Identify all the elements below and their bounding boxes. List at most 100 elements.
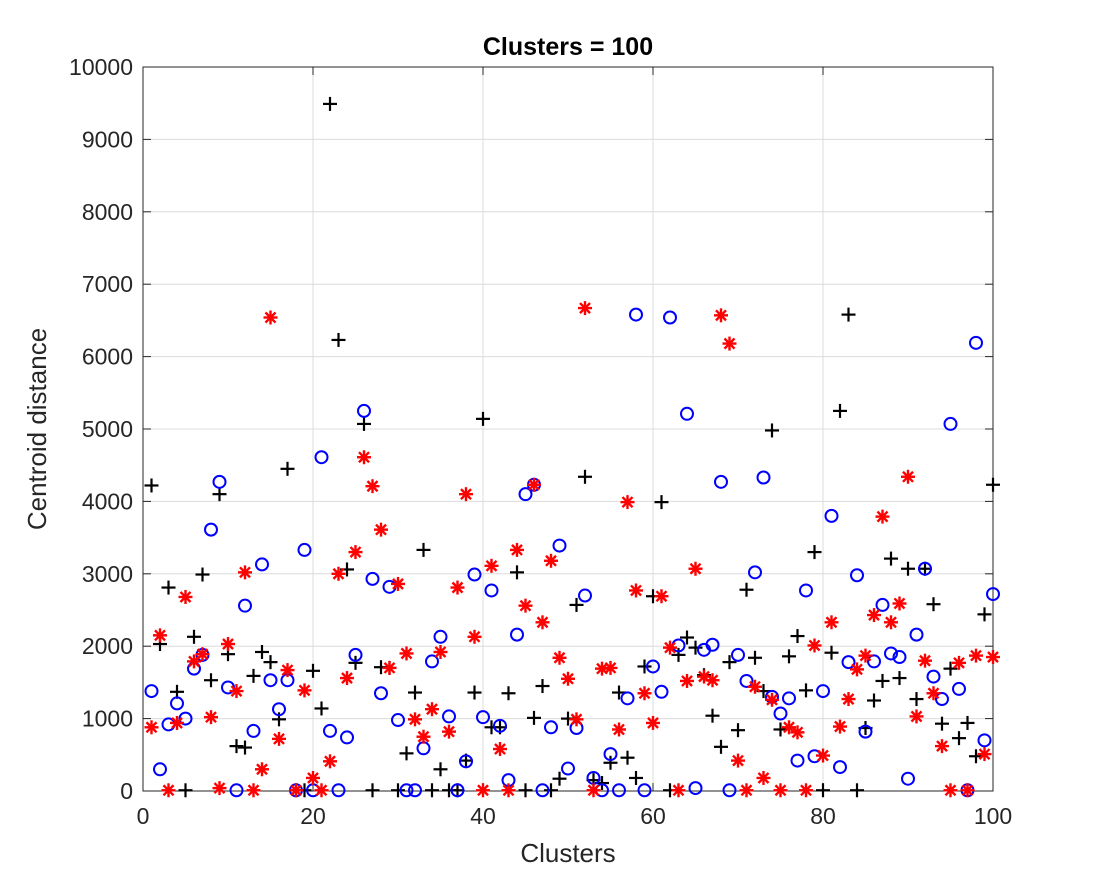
data-point-asterisk bbox=[238, 565, 252, 580]
data-point-plus bbox=[875, 673, 890, 688]
data-point-asterisk bbox=[790, 725, 805, 740]
data-point-asterisk bbox=[663, 640, 677, 655]
data-point-plus bbox=[238, 740, 252, 755]
data-point-asterisk bbox=[671, 783, 686, 798]
data-point-circle bbox=[875, 597, 890, 612]
data-point-asterisk bbox=[306, 770, 320, 785]
data-point-asterisk bbox=[824, 615, 839, 630]
y-tick-label: 1000 bbox=[82, 706, 133, 732]
data-point-circle bbox=[705, 637, 720, 652]
data-point-asterisk bbox=[365, 479, 380, 494]
data-point-plus bbox=[748, 650, 762, 665]
data-point-asterisk bbox=[586, 783, 601, 798]
data-point-asterisk bbox=[518, 598, 533, 613]
data-point-asterisk bbox=[799, 783, 813, 798]
data-point-circle bbox=[663, 310, 677, 325]
data-point-plus bbox=[782, 649, 796, 664]
data-point-plus bbox=[501, 686, 516, 701]
data-point-asterisk bbox=[535, 615, 550, 630]
data-point-plus bbox=[731, 723, 745, 738]
data-point-plus bbox=[450, 783, 465, 798]
data-point-asterisk bbox=[595, 661, 609, 676]
data-point-circle bbox=[892, 650, 907, 665]
data-point-asterisk bbox=[510, 542, 524, 557]
data-point-plus bbox=[867, 693, 881, 708]
data-point-circle bbox=[680, 406, 694, 421]
data-point-circle bbox=[654, 684, 669, 699]
data-point-asterisk bbox=[433, 644, 448, 659]
data-point-asterisk bbox=[646, 715, 660, 730]
x-axis-label: Clusters bbox=[520, 838, 615, 868]
data-point-asterisk bbox=[246, 783, 261, 798]
data-point-asterisk bbox=[357, 450, 371, 465]
data-point-plus bbox=[629, 770, 643, 785]
data-point-circle bbox=[935, 692, 949, 707]
data-point-asterisk bbox=[467, 629, 482, 644]
data-point-circle bbox=[833, 760, 847, 775]
data-point-asterisk bbox=[884, 615, 898, 630]
data-point-circle bbox=[365, 571, 380, 586]
data-point-plus bbox=[824, 645, 839, 660]
y-tick-label: 3000 bbox=[82, 561, 133, 587]
data-point-plus bbox=[807, 545, 822, 560]
data-point-asterisk bbox=[748, 679, 762, 694]
data-point-circle bbox=[603, 747, 618, 762]
data-point-plus bbox=[680, 630, 694, 645]
y-tick-label: 7000 bbox=[82, 271, 133, 297]
y-tick-label: 2000 bbox=[82, 633, 133, 659]
data-point-circle bbox=[323, 723, 337, 738]
data-point-circle bbox=[510, 627, 524, 642]
data-point-circle bbox=[688, 781, 703, 796]
data-point-asterisk bbox=[858, 648, 873, 663]
data-point-circle bbox=[348, 647, 363, 662]
data-point-asterisk bbox=[484, 558, 499, 573]
data-point-circle bbox=[518, 487, 533, 502]
data-point-asterisk bbox=[841, 692, 856, 707]
data-point-plus bbox=[348, 655, 363, 670]
data-point-circle bbox=[646, 659, 660, 674]
y-tick-label: 9000 bbox=[82, 126, 133, 152]
data-point-asterisk bbox=[178, 589, 193, 604]
data-point-asterisk bbox=[637, 686, 652, 701]
data-point-asterisk bbox=[544, 553, 558, 568]
data-point-circle bbox=[748, 565, 762, 580]
data-point-circle bbox=[969, 335, 983, 350]
data-point-asterisk bbox=[943, 783, 958, 798]
data-point-asterisk bbox=[654, 589, 669, 604]
data-point-circle bbox=[459, 754, 473, 769]
data-point-asterisk bbox=[850, 662, 864, 677]
data-point-plus bbox=[365, 783, 380, 798]
data-point-plus bbox=[331, 332, 346, 347]
data-point-plus bbox=[688, 640, 703, 655]
data-point-plus bbox=[671, 647, 686, 662]
data-point-circle bbox=[722, 783, 737, 798]
data-point-plus bbox=[527, 710, 541, 725]
data-points bbox=[144, 96, 1000, 798]
data-point-plus bbox=[187, 629, 201, 644]
data-point-asterisk bbox=[391, 576, 405, 591]
data-point-circle bbox=[178, 711, 193, 726]
data-point-asterisk bbox=[773, 783, 788, 798]
data-point-asterisk bbox=[986, 650, 1000, 665]
data-point-circle bbox=[433, 629, 448, 644]
data-point-plus bbox=[535, 679, 550, 694]
data-point-circle bbox=[408, 783, 422, 798]
data-point-plus bbox=[255, 644, 269, 659]
data-point-plus bbox=[204, 673, 218, 688]
data-point-circle bbox=[552, 538, 567, 553]
data-point-circle bbox=[909, 627, 924, 642]
data-point-asterisk bbox=[935, 739, 949, 754]
data-point-circle bbox=[561, 761, 575, 776]
data-point-circle bbox=[476, 710, 490, 725]
data-point-circle bbox=[824, 508, 839, 523]
data-point-circle bbox=[340, 730, 354, 745]
data-point-circle bbox=[977, 733, 992, 748]
data-point-plus bbox=[901, 561, 915, 576]
data-point-asterisk bbox=[629, 583, 643, 598]
data-point-asterisk bbox=[926, 686, 941, 701]
data-point-plus bbox=[909, 692, 924, 707]
data-point-asterisk bbox=[952, 655, 966, 670]
data-point-circle bbox=[238, 598, 252, 613]
data-point-plus bbox=[544, 783, 558, 798]
axis-ticks: 0 20 40 60 80 1000100020003000400050006000700… bbox=[69, 54, 1012, 829]
